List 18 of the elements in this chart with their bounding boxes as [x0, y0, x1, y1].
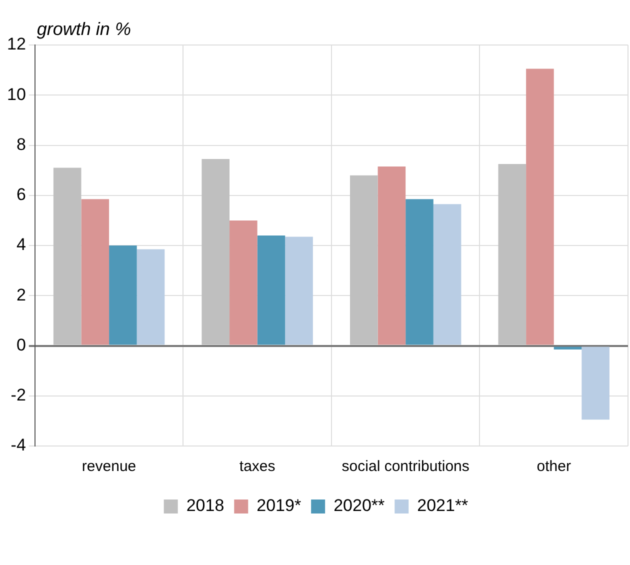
legend-label: 2019* [256, 496, 302, 516]
x-tick-label: taxes [239, 458, 276, 476]
y-tick-label: 12 [6, 34, 26, 54]
legend-label: 2020** [334, 496, 386, 516]
y-tick-label: 8 [16, 134, 26, 154]
x-tick-label: other [536, 458, 571, 476]
y-tick-label: -2 [10, 386, 26, 405]
legend-label: 2021** [417, 496, 469, 516]
y-tick-label: -4 [10, 436, 26, 455]
y-tick-label: 2 [16, 285, 26, 304]
y-tick-label: 4 [16, 235, 26, 254]
y-tick-label: 0 [16, 335, 26, 354]
y-tick-label: 10 [6, 84, 26, 104]
y-axis-title: growth in % [36, 19, 131, 39]
y-tick-label: 6 [16, 185, 26, 204]
legend-label: 2018 [186, 496, 224, 516]
x-tick-label: social contributions [342, 458, 470, 476]
x-tick-label: revenue [82, 458, 136, 476]
